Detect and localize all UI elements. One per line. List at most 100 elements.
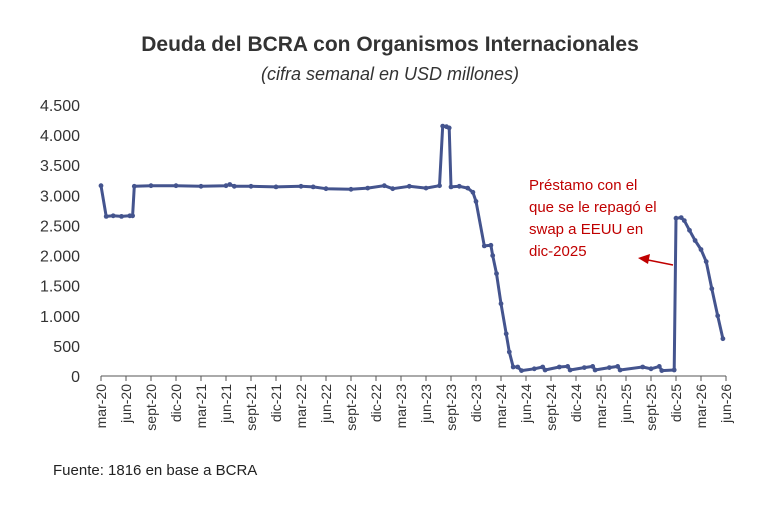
- data-point: [390, 186, 396, 192]
- data-point: [131, 183, 137, 189]
- data-point: [581, 365, 587, 370]
- data-point: [223, 183, 229, 189]
- data-point: [488, 242, 494, 248]
- data-point: [498, 301, 504, 307]
- data-point: [565, 364, 571, 369]
- data-point: [130, 213, 136, 219]
- data-point: [437, 183, 442, 189]
- annotation-text-line: Préstamo con el: [529, 177, 637, 194]
- x-tick-label: jun-21: [218, 384, 234, 424]
- data-point: [681, 218, 687, 224]
- x-tick-label: jun-20: [118, 384, 134, 424]
- data-point: [119, 214, 124, 219]
- x-tick-label: mar-22: [293, 384, 309, 429]
- data-point: [673, 215, 679, 221]
- data-point: [556, 364, 562, 370]
- data-point: [348, 186, 354, 192]
- data-point: [173, 183, 179, 189]
- x-tick-label: jun-24: [518, 384, 534, 424]
- x-tick-label: jun-22: [318, 384, 334, 424]
- x-tick-label: mar-26: [693, 384, 709, 429]
- annotation-text-line: swap a EEUU en: [529, 221, 643, 238]
- data-point: [656, 364, 662, 369]
- data-point: [465, 185, 471, 191]
- data-point: [456, 183, 462, 189]
- plot-area: [98, 123, 726, 373]
- data-point: [148, 183, 154, 189]
- data-point: [515, 364, 521, 370]
- x-tick-label: mar-23: [393, 384, 409, 429]
- x-tick-label: mar-25: [593, 384, 609, 429]
- y-tick-label: 500: [53, 339, 80, 356]
- annotation-text-line: que se le repagó el: [529, 199, 657, 216]
- data-point: [542, 367, 548, 373]
- x-tick-label: sept-22: [343, 384, 359, 431]
- source-note: Fuente: 1816 en base a BCRA: [53, 462, 258, 479]
- data-point: [648, 366, 654, 372]
- chart-title: Deuda del BCRA con Organismos Internacio…: [141, 33, 639, 56]
- data-point: [715, 313, 721, 319]
- y-tick-label: 1.000: [40, 309, 80, 326]
- data-point: [103, 214, 109, 219]
- data-point: [592, 367, 598, 373]
- data-point: [310, 184, 316, 190]
- data-point: [481, 243, 487, 249]
- data-point: [720, 336, 726, 342]
- data-point: [98, 183, 104, 189]
- data-point: [198, 183, 204, 189]
- x-tick-label: sept-24: [543, 384, 559, 431]
- data-point: [423, 185, 429, 191]
- data-point: [687, 227, 692, 233]
- data-point: [273, 184, 279, 190]
- x-tick-label: jun-23: [418, 384, 434, 424]
- annotation: Préstamo con el que se le repagó el swap a…: [529, 177, 674, 266]
- data-point: [381, 183, 387, 189]
- data-point: [248, 183, 254, 189]
- data-point: [698, 247, 704, 252]
- y-tick-label: 3.500: [40, 158, 80, 175]
- x-tick-label: mar-24: [493, 384, 509, 429]
- data-point: [365, 185, 371, 191]
- series-line: [99, 124, 725, 373]
- data-point: [692, 238, 698, 243]
- data-point: [110, 213, 116, 219]
- data-point: [494, 271, 499, 276]
- annotation-arrow-head: [638, 254, 650, 264]
- data-point: [406, 183, 412, 189]
- x-tick-label: mar-20: [93, 384, 109, 429]
- data-point: [510, 364, 516, 370]
- annotation-arrow-line: [647, 259, 674, 266]
- x-tick-label: dic-24: [568, 384, 584, 422]
- x-tick-label: dic-21: [268, 384, 284, 422]
- x-tick-label: sept-25: [643, 384, 659, 431]
- x-tick-label: sept-23: [443, 384, 459, 431]
- data-point: [490, 253, 496, 258]
- data-point: [298, 183, 304, 189]
- data-point: [506, 349, 512, 355]
- data-point: [231, 183, 237, 189]
- y-tick-label: 3.000: [40, 188, 80, 205]
- x-tick-label: dic-25: [668, 384, 684, 422]
- data-point: [659, 368, 665, 373]
- data-point: [617, 367, 623, 373]
- annotation-text-line: dic-2025: [529, 243, 587, 260]
- data-point: [567, 367, 573, 373]
- data-point: [440, 123, 446, 129]
- data-point: [227, 182, 233, 187]
- data-point: [590, 364, 596, 369]
- y-tick-label: 0: [71, 369, 80, 386]
- data-point: [503, 331, 509, 337]
- data-point: [323, 186, 329, 192]
- x-tick-label: dic-20: [168, 384, 184, 422]
- data-point: [606, 365, 612, 370]
- data-point: [519, 368, 524, 373]
- y-tick-label: 4.000: [40, 128, 80, 145]
- x-tick-label: sept-20: [143, 384, 159, 431]
- x-tick-label: dic-22: [368, 384, 384, 422]
- x-axis: mar-20 jun-20 sept-20 dic-20 mar-21 jun-21 sep…: [93, 375, 734, 431]
- data-point: [671, 367, 677, 373]
- data-point: [473, 199, 479, 204]
- y-tick-label: 2.000: [40, 249, 80, 266]
- data-point: [615, 364, 621, 369]
